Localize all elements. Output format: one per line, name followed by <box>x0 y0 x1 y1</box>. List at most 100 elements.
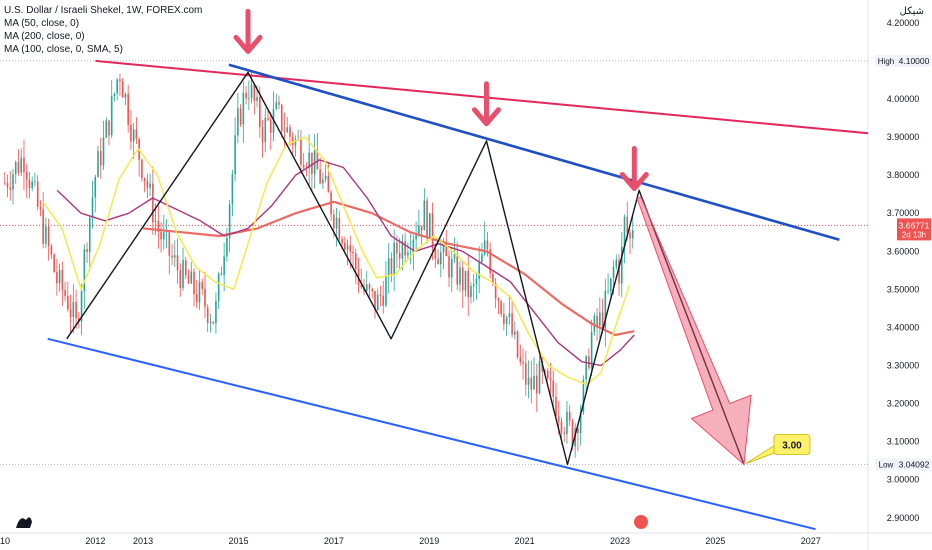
candle-body <box>135 129 138 139</box>
candle-body <box>64 290 66 296</box>
candle-body <box>67 295 69 310</box>
y-tick-label: 4.00000 <box>887 94 920 104</box>
candle-body <box>486 240 489 250</box>
y-tick-label: 3.30000 <box>887 360 920 370</box>
candle-body <box>393 242 395 275</box>
y-tick-label: 3.60000 <box>887 246 920 256</box>
candle-body <box>390 258 393 275</box>
candle-body <box>264 117 267 143</box>
ma100-line <box>56 159 635 367</box>
candle-body <box>396 242 398 254</box>
channel-top-line <box>95 59 869 135</box>
candle-body <box>552 380 555 397</box>
candle-body <box>437 258 439 265</box>
candle-body <box>467 270 470 298</box>
candle-body <box>398 253 401 259</box>
candle-body <box>61 269 64 291</box>
candle-body <box>275 102 278 109</box>
candle-body <box>182 260 184 288</box>
candle-body <box>382 295 385 306</box>
candle-body <box>439 252 442 265</box>
candle-body <box>143 177 146 181</box>
candle-body <box>168 231 171 256</box>
candle-body <box>456 254 459 285</box>
candle-body <box>149 183 151 188</box>
pink-down-arrow-head <box>619 171 649 191</box>
zigzag-line <box>66 71 745 466</box>
candle-body <box>300 139 302 165</box>
candle-body <box>505 317 508 325</box>
candle-body <box>99 151 102 166</box>
candle-body <box>124 93 127 98</box>
candle-body <box>327 175 330 193</box>
candle-body <box>420 225 423 231</box>
candle-body <box>53 254 55 272</box>
candle-body <box>69 309 72 318</box>
candle-body <box>522 361 524 364</box>
candle-body <box>119 79 121 82</box>
candle-body <box>555 396 557 417</box>
candle-body <box>549 378 552 381</box>
candle-body <box>212 321 214 324</box>
candle-body <box>519 357 522 362</box>
candle-body <box>47 226 50 247</box>
legend-ma200: MA (200, close, 0) <box>4 31 85 42</box>
candle-body <box>629 232 631 239</box>
candle-body <box>28 179 31 188</box>
candle-body <box>360 285 363 287</box>
candle-body <box>623 216 626 247</box>
candle-body <box>256 96 258 102</box>
candle-body <box>259 96 261 128</box>
candle-body <box>25 171 28 180</box>
candle-body <box>45 226 47 244</box>
x-tick-label: 2021 <box>515 536 535 546</box>
candle-body <box>492 273 494 284</box>
candle-body <box>407 252 409 256</box>
candle-body <box>344 242 346 250</box>
candle-body <box>283 131 286 133</box>
candle-body <box>146 180 149 188</box>
candle-body <box>618 259 620 284</box>
candle-body <box>612 266 615 279</box>
low-marker-label: Low <box>879 460 894 469</box>
candle-body <box>494 283 497 300</box>
candle-body <box>154 220 157 223</box>
high-marker-value-bg <box>897 54 931 67</box>
candle-body <box>481 254 483 263</box>
legend-ma50: MA (50, close, 0) <box>4 18 80 29</box>
candle-body <box>220 273 223 276</box>
x-tick-label: 2017 <box>324 536 344 546</box>
y-tick-label: 3.70000 <box>887 208 920 218</box>
y-tick-label: 4.20000 <box>887 18 920 28</box>
x-tick-label: 2027 <box>801 536 821 546</box>
candle-body <box>459 267 461 285</box>
candle-body <box>20 157 23 173</box>
candle-body <box>489 249 491 274</box>
candle-body <box>620 246 623 284</box>
candle-body <box>404 241 406 256</box>
candle-body <box>209 321 212 323</box>
candle-body <box>568 411 571 421</box>
low-marker-label-bg <box>875 458 897 471</box>
candle-body <box>412 239 415 253</box>
candle-body <box>127 93 129 125</box>
candle-body <box>514 331 516 335</box>
candle-body <box>500 301 502 315</box>
candle-body <box>34 181 36 183</box>
candle-body <box>152 183 154 223</box>
candle-body <box>450 258 453 278</box>
candle-body <box>376 294 379 311</box>
candle-body <box>316 150 319 170</box>
high-marker-label-bg <box>875 54 897 67</box>
candle-body <box>533 375 535 390</box>
candle-body <box>478 262 480 279</box>
x-tick-label: 2019 <box>419 536 439 546</box>
last-price-tag <box>897 218 931 241</box>
candle-body <box>525 363 527 385</box>
candle-body <box>23 157 25 172</box>
candle-body <box>475 278 478 285</box>
candle-body <box>267 117 269 120</box>
candle-body <box>121 81 124 98</box>
